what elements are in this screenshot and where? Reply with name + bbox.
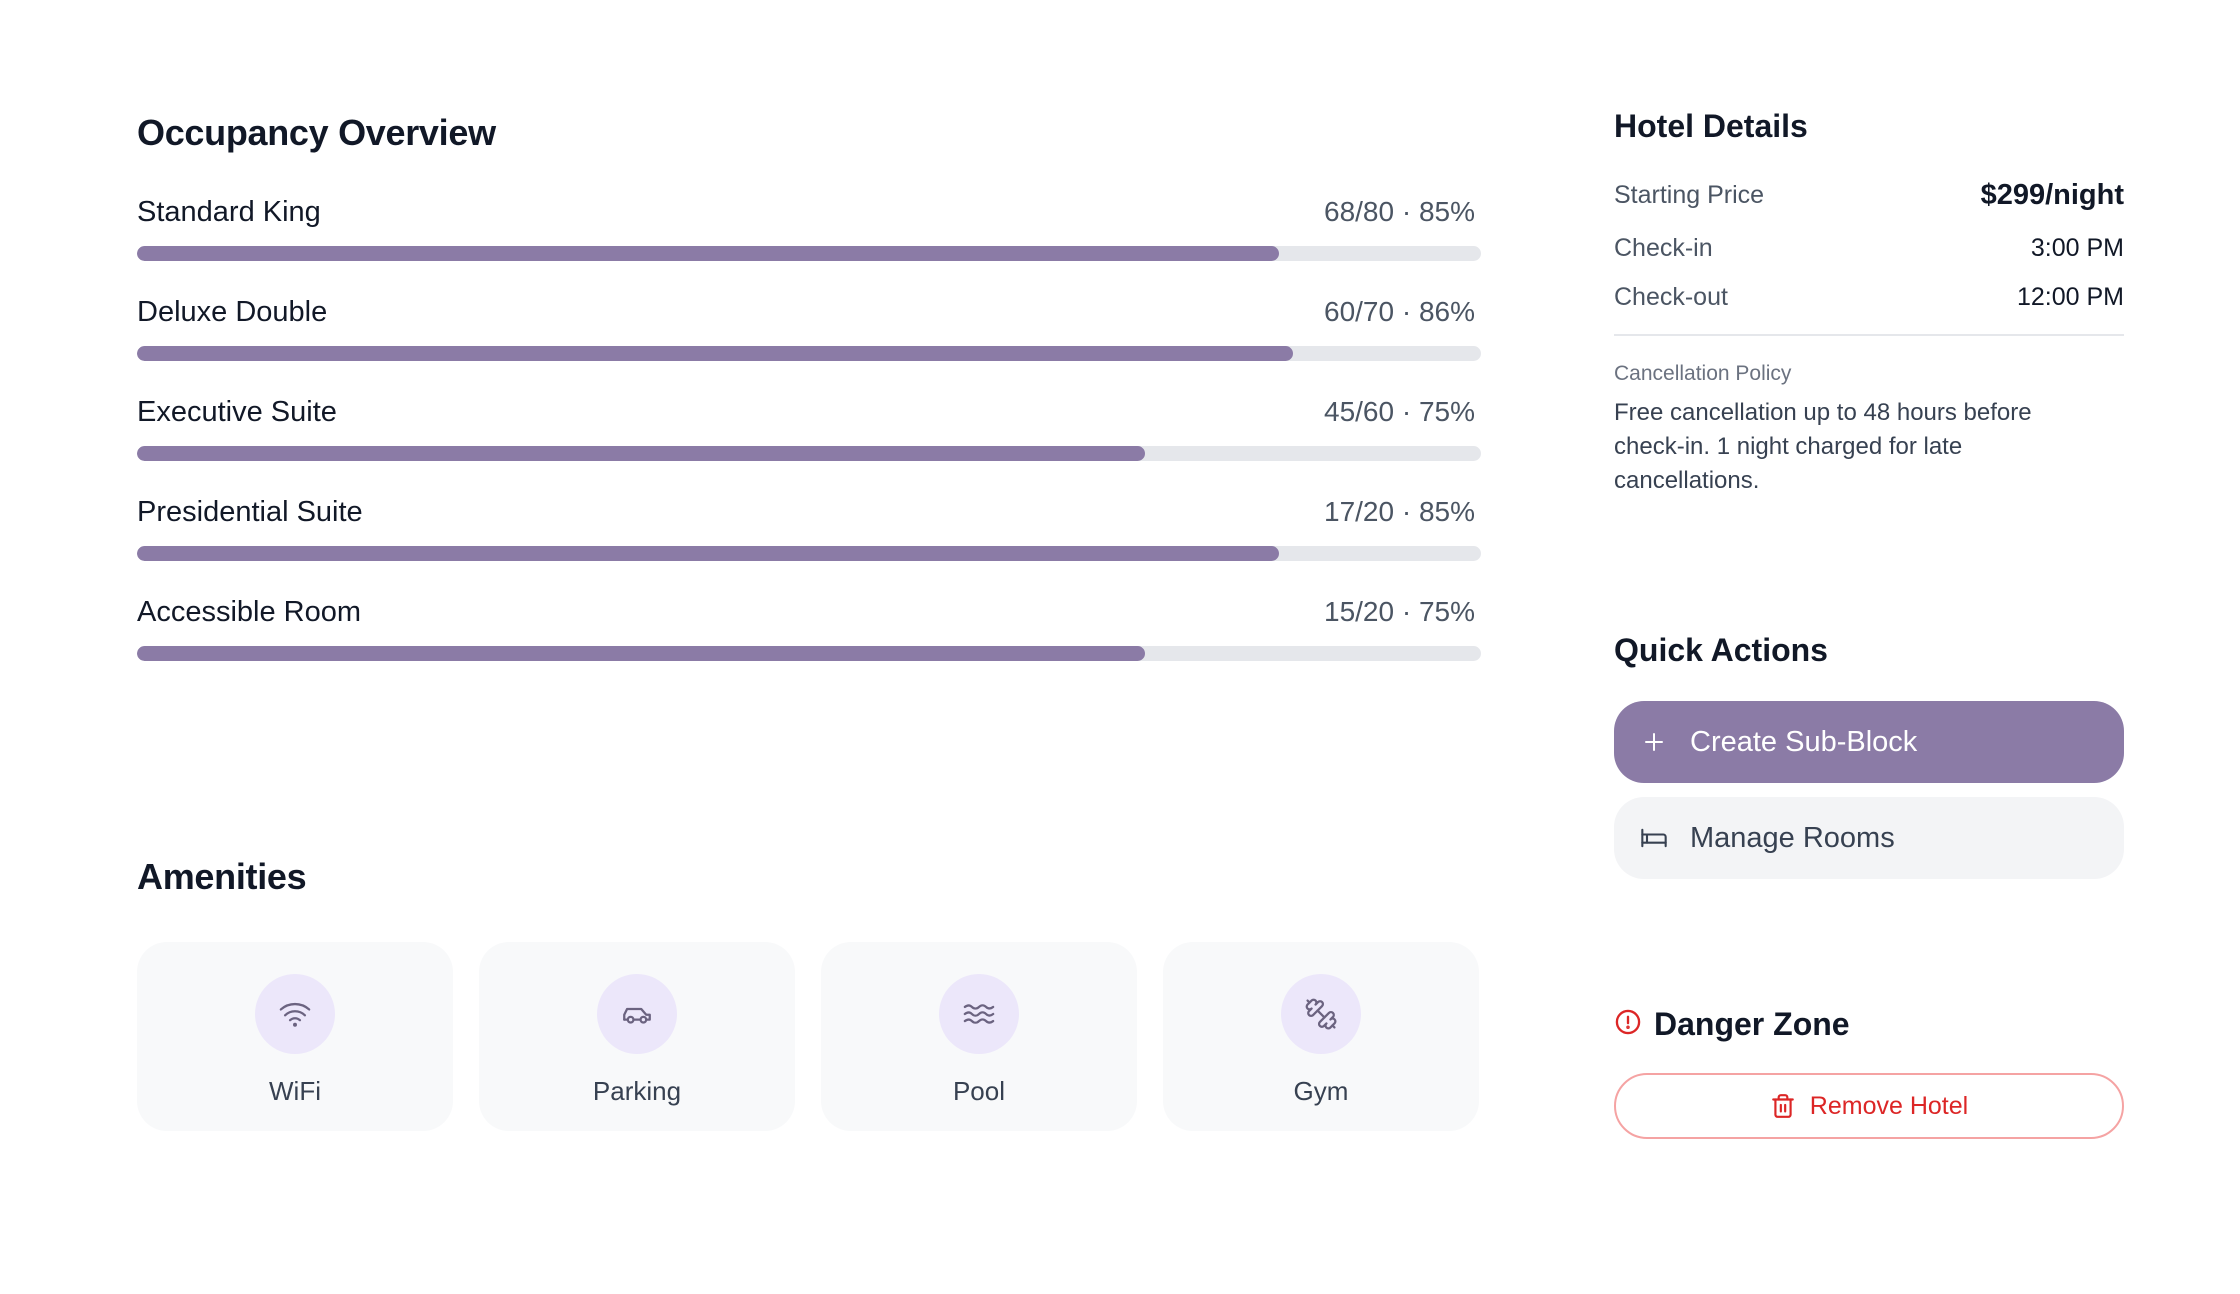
occupancy-row: Deluxe Double 60/70 · 86%: [137, 296, 1481, 396]
starting-price-label: Starting Price: [1614, 181, 1765, 209]
occupancy-bar-fill: [137, 446, 1145, 461]
checkout-row: Check-out 12:00 PM: [1614, 283, 2124, 312]
create-sub-block-button[interactable]: Create Sub-Block: [1614, 701, 2124, 783]
bed-icon: [1640, 824, 1668, 852]
occupancy-bar-track: [137, 246, 1481, 261]
amenities-title: Amenities: [137, 856, 307, 897]
hotel-details-panel: Hotel Details Starting Price $299/night …: [1614, 108, 2124, 498]
amenity-card-wifi: WiFi: [137, 942, 453, 1131]
amenity-card-gym: Gym: [1163, 942, 1479, 1131]
remove-hotel-label: Remove Hotel: [1809, 1091, 1969, 1120]
danger-zone-panel: Danger Zone Remove Hotel: [1614, 1006, 2124, 1139]
room-occupancy-stat: 45/60 · 75%: [1324, 396, 1475, 427]
room-type-name: Deluxe Double: [137, 296, 328, 328]
occupancy-row: Executive Suite 45/60 · 75%: [137, 396, 1481, 496]
occupancy-bar-track: [137, 646, 1481, 661]
manage-rooms-label: Manage Rooms: [1690, 821, 1895, 854]
waves-icon: [939, 974, 1019, 1054]
starting-price-value: $299/night: [1980, 179, 2124, 211]
hotel-details-title: Hotel Details: [1614, 108, 1808, 144]
occupancy-bar-fill: [137, 246, 1280, 261]
occupancy-row: Standard King 68/80 · 85%: [137, 196, 1481, 296]
room-type-name: Accessible Room: [137, 596, 362, 628]
amenity-label: Parking: [592, 1076, 682, 1106]
checkin-value: 3:00 PM: [2030, 234, 2124, 262]
amenity-label: WiFi: [269, 1076, 321, 1106]
amenities-grid: WiFi Parking Pool Gym: [137, 942, 1481, 1131]
occupancy-list: Standard King 68/80 · 85% Deluxe Double …: [137, 196, 1481, 696]
room-occupancy-stat: 17/20 · 85%: [1324, 496, 1475, 527]
room-occupancy-stat: 60/70 · 86%: [1324, 296, 1475, 327]
occupancy-row: Accessible Room 15/20 · 75%: [137, 596, 1481, 696]
checkout-value: 12:00 PM: [2016, 283, 2124, 311]
alert-circle-icon: [1614, 1008, 1642, 1041]
occupancy-bar-fill: [137, 546, 1280, 561]
occupancy-bar-track: [137, 346, 1481, 361]
occupancy-bar-track: [137, 546, 1481, 561]
cancellation-policy-text: Free cancellation up to 48 hours before …: [1614, 399, 2032, 494]
occupancy-row: Presidential Suite 17/20 · 85%: [137, 496, 1481, 596]
amenity-card-pool: Pool: [821, 942, 1137, 1131]
amenity-label: Gym: [1293, 1076, 1349, 1106]
quick-actions-title: Quick Actions: [1614, 632, 1828, 668]
amenity-card-parking: Parking: [479, 942, 795, 1131]
room-type-name: Standard King: [137, 196, 321, 228]
plus-icon: [1640, 728, 1668, 756]
danger-zone-title: Danger Zone: [1654, 1006, 1850, 1042]
checkin-label: Check-in: [1614, 234, 1713, 262]
occupancy-bar-track: [137, 446, 1481, 461]
create-sub-block-label: Create Sub-Block: [1690, 725, 1918, 758]
dumbbell-icon: [1281, 974, 1361, 1054]
car-icon: [597, 974, 677, 1054]
manage-rooms-button[interactable]: Manage Rooms: [1614, 797, 2124, 879]
remove-hotel-button[interactable]: Remove Hotel: [1614, 1073, 2124, 1139]
wifi-icon: [255, 974, 335, 1054]
room-occupancy-stat: 15/20 · 75%: [1324, 596, 1475, 627]
checkout-label: Check-out: [1614, 283, 1728, 311]
starting-price-row: Starting Price $299/night: [1614, 179, 2124, 212]
checkin-row: Check-in 3:00 PM: [1614, 234, 2124, 263]
occupancy-bar-fill: [137, 646, 1145, 661]
occupancy-bar-fill: [137, 346, 1293, 361]
quick-actions-panel: Quick Actions Create Sub-Block Manage Ro…: [1614, 632, 2124, 879]
details-divider: [1614, 334, 2124, 336]
occupancy-title: Occupancy Overview: [137, 112, 496, 153]
room-occupancy-stat: 68/80 · 85%: [1324, 196, 1475, 227]
room-type-name: Executive Suite: [137, 396, 337, 428]
room-type-name: Presidential Suite: [137, 496, 363, 528]
trash-icon: [1770, 1093, 1796, 1119]
occupancy-section: Occupancy Overview Standard King 68/80 ·…: [137, 112, 1481, 696]
amenity-label: Pool: [952, 1076, 1006, 1106]
cancellation-policy-label: Cancellation Policy: [1614, 362, 1792, 385]
